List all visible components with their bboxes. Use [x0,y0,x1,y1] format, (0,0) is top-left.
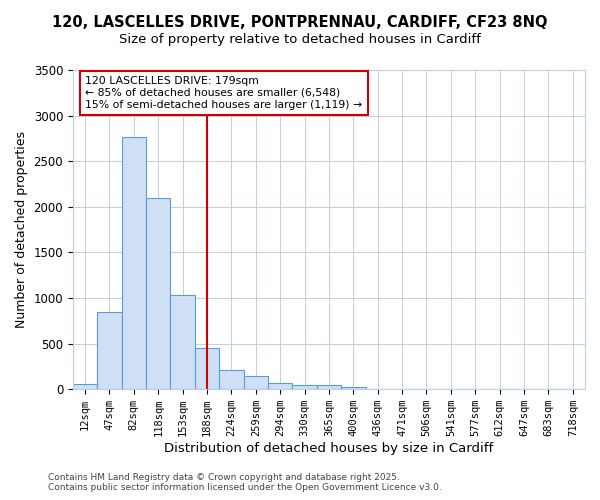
Bar [244,376,268,389]
Text: 120 LASCELLES DRIVE: 179sqm
← 85% of detached houses are smaller (6,548)
15% of : 120 LASCELLES DRIVE: 179sqm ← 85% of det… [85,76,362,110]
Bar [341,388,365,389]
Bar [195,348,219,389]
Bar [146,198,170,389]
Text: Size of property relative to detached houses in Cardiff: Size of property relative to detached ho… [119,32,481,46]
Bar [268,384,292,389]
Bar [97,312,122,389]
Bar [122,138,146,389]
X-axis label: Distribution of detached houses by size in Cardiff: Distribution of detached houses by size … [164,442,494,455]
Text: Contains HM Land Registry data © Crown copyright and database right 2025.
Contai: Contains HM Land Registry data © Crown c… [48,473,442,492]
Bar [170,296,195,389]
Bar [292,384,317,389]
Text: 120, LASCELLES DRIVE, PONTPRENNAU, CARDIFF, CF23 8NQ: 120, LASCELLES DRIVE, PONTPRENNAU, CARDI… [52,15,548,30]
Bar [73,384,97,389]
Y-axis label: Number of detached properties: Number of detached properties [15,131,28,328]
Bar [219,370,244,389]
Bar [317,384,341,389]
